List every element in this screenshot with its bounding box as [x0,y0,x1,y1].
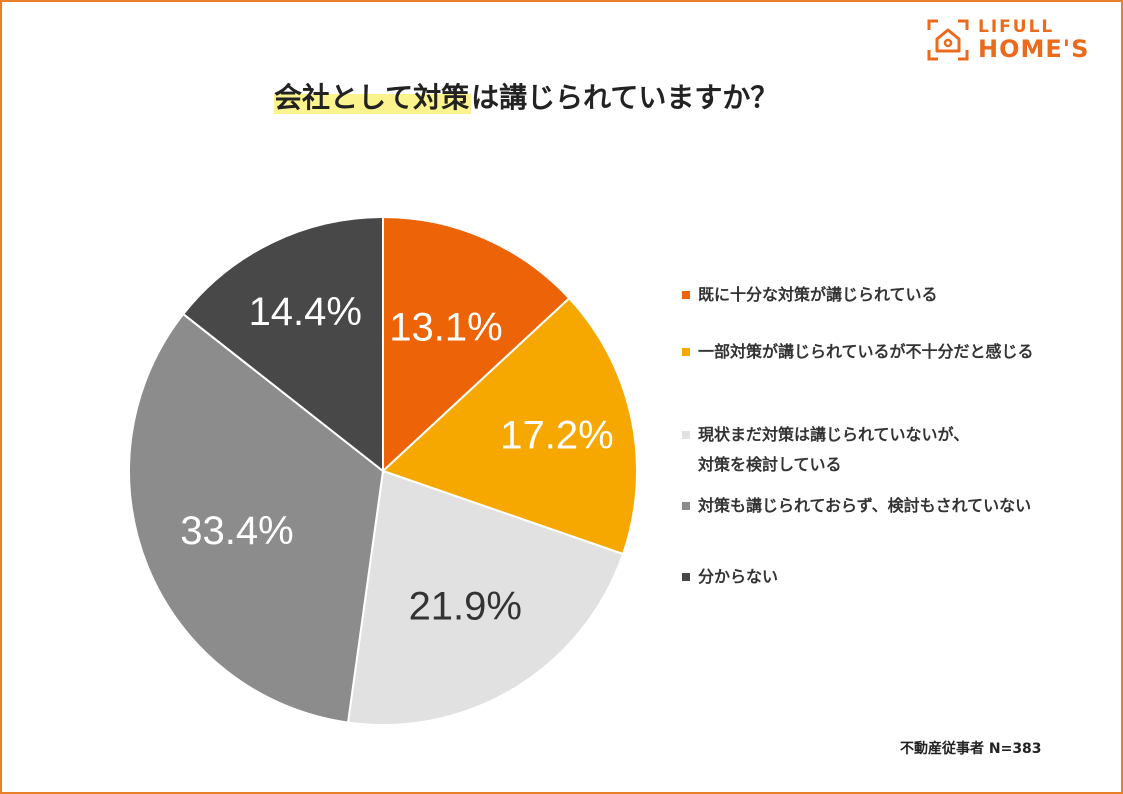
pie-slice-label-5: 14.4% [249,290,362,334]
lifull-homes-logo: LIFULL HOME'S [926,16,1106,64]
pie-slice-label-4: 33.4% [180,509,293,553]
legend-swatch [682,502,690,510]
legend-label: 既に十分な対策が講じられている [698,285,938,304]
legend-label: 一部対策が講じられているが不十分だと感じる [698,342,1034,361]
logo-text-lifull: LIFULL [978,17,1055,37]
legend-item-4: 対策も講じられておらず、検討もされていない [682,491,1031,521]
pie-chart: 13.1% 17.2% 21.9% 33.4% 14.4% [128,215,638,726]
pie-slice-label-3: 21.9% [409,584,522,628]
legend-item-1: 既に十分な対策が講じられている [682,280,938,310]
title-highlight: 会社として対策 [274,81,472,114]
legend-label: 対策も講じられておらず、検討もされていない [698,496,1032,515]
legend-item-5: 分からない [682,562,778,592]
title-rest: は講じられていますか？ [471,81,779,114]
house-logo-icon [927,19,969,61]
pie-slice-5 [181,215,384,474]
chart-title: 会社として対策は講じられていますか？ [274,76,778,116]
pie-slice-4 [128,312,385,724]
pie-slice-3 [346,469,625,726]
legend-label: 分からない [698,567,779,586]
logo-text-homes: HOME'S [978,35,1090,63]
legend-item-2: 一部対策が講じられているが不十分だと感じる [682,337,1034,367]
legend-swatch [682,573,690,581]
pie-slice-2 [381,296,638,556]
legend-item-3: 現状まだ対策は講じられていないが、 対策を検討している [682,420,969,480]
legend-swatch [682,348,690,356]
pie-slice-label-1: 13.1% [389,306,502,350]
pie-slice-1 [382,215,571,474]
legend-label: 現状まだ対策は講じられていないが、 対策を検討している [698,425,970,474]
pie-slice-label-2: 17.2% [500,413,613,457]
legend-swatch [682,431,690,439]
sample-note: 不動産従事者 N=383 [900,741,1042,757]
legend-swatch [682,291,690,299]
